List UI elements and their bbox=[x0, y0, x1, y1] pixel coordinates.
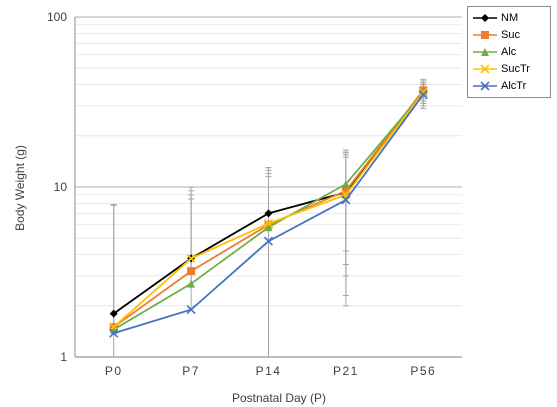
x-tick-label: P14 bbox=[256, 364, 282, 378]
x-tick-label: P21 bbox=[333, 364, 359, 378]
legend-marker-alctr bbox=[473, 80, 497, 91]
legend-marker-nm bbox=[473, 13, 497, 22]
legend-item-suctr: SucTr bbox=[472, 60, 550, 77]
x-tick-label: P0 bbox=[105, 364, 123, 378]
legend-label-nm: NM bbox=[501, 11, 519, 24]
legend-label-alc: Alc bbox=[501, 45, 517, 58]
data-point-alc bbox=[341, 180, 350, 189]
x-tick-label: P7 bbox=[182, 364, 200, 378]
legend-item-alctr: AlcTr bbox=[472, 77, 550, 94]
data-point-suctr bbox=[186, 253, 196, 264]
legend-item-suc: Suc bbox=[472, 26, 550, 43]
y-axis-label: Body Weight (g) bbox=[13, 145, 27, 231]
legend-marker-suc bbox=[473, 30, 497, 39]
y-tick-label: 1 bbox=[60, 350, 67, 364]
y-tick-label: 100 bbox=[47, 10, 67, 24]
series-lines bbox=[109, 86, 428, 338]
data-point-suctr bbox=[263, 218, 274, 229]
legend-item-nm: NM bbox=[472, 9, 550, 26]
legend-label-suctr: SucTr bbox=[501, 62, 530, 75]
data-point-suc bbox=[187, 267, 196, 276]
y-tick-label: 10 bbox=[54, 180, 68, 194]
legend-marker-alc bbox=[473, 47, 497, 56]
data-point-alc bbox=[264, 223, 273, 232]
data-point-alctr bbox=[341, 195, 351, 205]
data-point-alctr bbox=[418, 89, 428, 100]
data-point-alc bbox=[187, 279, 196, 288]
x-axis-label: Postnatal Day (P) bbox=[232, 391, 326, 405]
error-bars bbox=[110, 78, 427, 357]
legend-item-alc: Alc bbox=[472, 43, 550, 60]
data-point-alctr bbox=[109, 328, 119, 338]
legend-label-suc: Suc bbox=[501, 28, 520, 41]
grid-lines bbox=[75, 16, 462, 358]
legend-marker-suctr bbox=[473, 63, 497, 74]
data-point-nm bbox=[109, 309, 118, 318]
data-point-alctr bbox=[263, 236, 274, 246]
x-tick-label: P56 bbox=[410, 364, 436, 378]
legend-label-alctr: AlcTr bbox=[501, 79, 527, 92]
data-point-nm bbox=[264, 209, 273, 218]
axes: 1 10 100 P0 P7 P14 P21 P56 bbox=[47, 10, 462, 378]
data-point-suc bbox=[341, 186, 350, 195]
data-point-suctr bbox=[418, 87, 428, 97]
legend: NM Suc Alc SucTr AlcTr bbox=[467, 6, 551, 98]
data-point-alctr bbox=[186, 305, 196, 315]
